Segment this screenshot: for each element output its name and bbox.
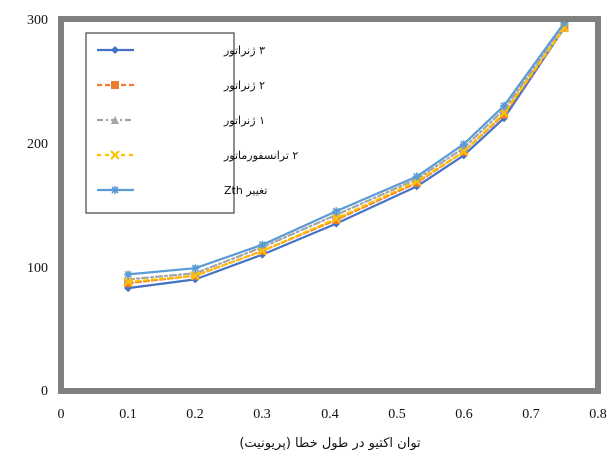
data-point bbox=[459, 146, 469, 157]
series-line bbox=[127, 26, 566, 290]
data-point bbox=[560, 18, 569, 27]
data-point bbox=[258, 240, 267, 249]
series-line bbox=[127, 21, 566, 276]
y-tick-label: 300 bbox=[27, 13, 48, 28]
legend-swatch-marker bbox=[111, 186, 119, 194]
x-tick-label: 0.6 bbox=[455, 407, 473, 422]
series-layer bbox=[123, 18, 570, 293]
data-point bbox=[257, 246, 268, 256]
legend-label: ۲ ژنراتور bbox=[223, 79, 265, 92]
x-tick-label: 0.1 bbox=[119, 407, 137, 422]
legend-swatch-marker bbox=[111, 116, 119, 124]
x-tick-label: 0.4 bbox=[321, 407, 339, 422]
y-tick-label: 200 bbox=[27, 137, 48, 152]
y-tick-labels: 0 100 200 300 bbox=[27, 13, 48, 399]
x-axis-label: توان اکتیو در طول خطا (پریونیت) bbox=[239, 436, 421, 451]
legend-item: تغییر Zth bbox=[97, 184, 267, 197]
x-tick-label: 0 bbox=[58, 407, 65, 422]
data-point bbox=[190, 270, 200, 281]
x-tick-label: 0.2 bbox=[186, 407, 204, 422]
legend-items: ۳ ژنراتور ۲ ژنراتور ۱ ژنراتور ۲ ترانسفورمات… bbox=[97, 44, 298, 197]
x-tick-labels: 0 0.1 0.2 0.3 0.4 0.5 0.6 0.7 0.8 bbox=[58, 407, 607, 422]
data-point bbox=[332, 207, 341, 216]
data-point bbox=[124, 270, 133, 279]
data-point bbox=[459, 140, 468, 149]
legend-item: ۲ ترانسفورماتور bbox=[97, 149, 298, 162]
data-point bbox=[331, 213, 341, 224]
x-tick-label: 0.8 bbox=[589, 407, 607, 422]
legend-item: ۱ ژنراتور bbox=[97, 114, 265, 127]
x-tick-label: 0.7 bbox=[522, 407, 540, 422]
data-point bbox=[412, 172, 421, 181]
data-point bbox=[499, 108, 509, 118]
legend-label: ۱ ژنراتور bbox=[223, 114, 265, 127]
legend-swatch-marker bbox=[110, 150, 120, 160]
legend-item: ۳ ژنراتور bbox=[97, 44, 265, 57]
legend-swatch-marker bbox=[111, 46, 119, 54]
legend-swatch-marker bbox=[111, 81, 119, 89]
legend-label: ۲ ترانسفورماتور bbox=[223, 149, 298, 162]
data-point bbox=[191, 264, 200, 273]
plot-frame bbox=[58, 16, 601, 394]
series-4 bbox=[123, 22, 570, 287]
legend-label: تغییر Zth bbox=[224, 184, 267, 197]
legend-label: ۳ ژنراتور bbox=[223, 44, 265, 57]
legend-item: ۲ ژنراتور bbox=[97, 79, 265, 92]
legend: ۳ ژنراتور ۲ ژنراتور ۱ ژنراتور ۲ ترانسفورمات… bbox=[85, 32, 298, 214]
series-line bbox=[127, 25, 566, 281]
x-tick-label: 0.5 bbox=[388, 407, 406, 422]
series-line bbox=[127, 26, 566, 283]
y-tick-label: 0 bbox=[41, 384, 48, 399]
x-tick-label: 0.3 bbox=[253, 407, 271, 422]
data-point bbox=[500, 101, 509, 110]
series-5 bbox=[124, 18, 569, 279]
legend-box bbox=[85, 32, 235, 214]
y-tick-label: 100 bbox=[27, 261, 48, 276]
data-point bbox=[123, 277, 133, 287]
